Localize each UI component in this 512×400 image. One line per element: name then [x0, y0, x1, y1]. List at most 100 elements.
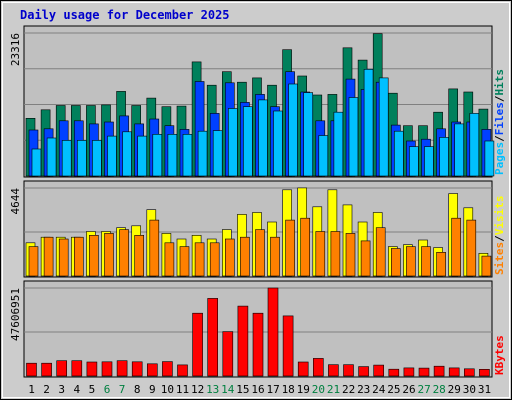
bar-sites-day-28	[436, 252, 446, 277]
legend-panel1: Pages/Files/Hits	[493, 69, 506, 175]
bar-pages-day-14	[228, 108, 238, 177]
x-tick-label-day-8: 8	[134, 383, 141, 396]
bar-sites-day-11	[179, 246, 190, 277]
x-tick-label-day-29: 29	[448, 383, 461, 396]
bar-kbytes-day-2	[41, 362, 52, 377]
x-tick-label-day-2: 2	[43, 383, 50, 396]
bar-sites-day-26	[406, 246, 416, 277]
bar-sites-day-19	[300, 217, 311, 277]
bar-kbytes-day-5	[86, 361, 98, 377]
x-tick-label-day-12: 12	[191, 383, 204, 396]
bar-sites-day-6	[104, 233, 114, 277]
legend-files: Files	[493, 102, 506, 135]
x-tick-label-day-26: 26	[402, 383, 415, 396]
x-tick-label-day-4: 4	[73, 383, 80, 396]
x-tick-label-day-13: 13	[206, 383, 219, 396]
bar-pages-day-23	[363, 69, 374, 177]
x-tick-label-day-23: 23	[357, 383, 370, 396]
bar-sites-day-31	[481, 255, 492, 277]
bar-sites-day-25	[390, 248, 401, 277]
legend-panel3: KBytes	[493, 335, 506, 375]
y-max-label: 23316	[9, 33, 22, 66]
bar-pages-day-20	[318, 135, 329, 177]
bar-pages-day-17	[273, 110, 283, 177]
bar-sites-day-5	[89, 235, 99, 277]
bar-sites-day-29	[451, 217, 462, 277]
bar-pages-day-25	[393, 130, 404, 177]
bar-sites-day-8	[134, 235, 144, 277]
bar-pages-day-9	[152, 134, 163, 177]
bar-kbytes-day-21	[328, 364, 339, 377]
bar-pages-day-19	[303, 92, 314, 177]
x-tick-label-day-21: 21	[327, 383, 340, 396]
bar-sites-day-18	[285, 219, 295, 277]
bar-pages-day-1	[31, 148, 42, 177]
x-tick-label-day-22: 22	[342, 383, 355, 396]
bar-kbytes-day-24	[373, 364, 385, 377]
bar-kbytes-day-1	[26, 362, 37, 377]
bar-kbytes-day-20	[312, 358, 324, 377]
bar-pages-day-4	[77, 140, 87, 177]
bar-pages-day-31	[484, 140, 495, 177]
bar-pages-day-5	[92, 140, 102, 177]
chart-title: Daily usage for December 2025	[20, 8, 230, 22]
bar-pages-day-15	[243, 106, 253, 177]
bar-sites-day-7	[119, 229, 129, 277]
x-tick-label-day-19: 19	[297, 383, 310, 396]
legend-panel2: Sites/Visits	[493, 196, 506, 276]
bar-pages-day-8	[137, 135, 147, 177]
bar-sites-day-16	[255, 229, 265, 277]
bar-kbytes-day-15	[237, 305, 249, 377]
bar-kbytes-day-31	[479, 368, 490, 377]
x-tick-label-day-7: 7	[119, 383, 126, 396]
bar-pages-day-29	[454, 123, 465, 177]
x-tick-label-day-30: 30	[463, 383, 476, 396]
bar-kbytes-day-8	[131, 361, 143, 377]
bar-pages-day-30	[469, 113, 480, 177]
bar-sites-day-23	[360, 240, 371, 277]
x-tick-label-day-6: 6	[104, 383, 111, 396]
x-tick-label-day-1: 1	[28, 383, 35, 396]
bar-sites-day-9	[149, 219, 160, 277]
x-tick-label-day-20: 20	[312, 383, 325, 396]
bar-pages-day-18	[288, 83, 298, 177]
bar-sites-day-13	[209, 242, 220, 277]
x-tick-label-day-9: 9	[149, 383, 156, 396]
bar-kbytes-day-12	[192, 312, 203, 377]
bar-pages-day-6	[107, 135, 117, 177]
bar-pages-day-16	[258, 99, 268, 177]
bar-pages-day-28	[439, 137, 449, 177]
y-max-label: 47606951	[9, 288, 22, 341]
bar-kbytes-day-6	[101, 361, 113, 377]
bar-kbytes-day-23	[358, 366, 369, 377]
bar-pages-day-3	[61, 140, 72, 177]
panel-kbytes: 47606951 KBytes	[9, 280, 506, 378]
legend-sep: /	[493, 135, 506, 142]
legend-kbytes: KBytes	[493, 335, 506, 375]
bar-kbytes-day-7	[116, 360, 128, 377]
bar-kbytes-day-29	[448, 367, 460, 377]
panel-visits-sites: 4644 Sites/Visits	[9, 180, 506, 278]
x-tick-label-day-24: 24	[372, 383, 386, 396]
x-tick-label-day-18: 18	[282, 383, 295, 396]
bar-pages-day-12	[197, 130, 208, 177]
bar-kbytes-day-16	[252, 312, 264, 377]
x-tick-label-day-11: 11	[176, 383, 189, 396]
bar-pages-day-27	[424, 146, 434, 177]
bar-kbytes-day-28	[433, 365, 445, 377]
bar-pages-day-7	[122, 131, 132, 177]
bar-kbytes-day-11	[177, 364, 188, 377]
x-tick-label-day-28: 28	[433, 383, 446, 396]
bar-kbytes-day-10	[162, 361, 173, 377]
legend-sites: Sites	[493, 242, 506, 275]
bar-kbytes-day-27	[418, 367, 430, 377]
x-tick-label-day-15: 15	[236, 383, 249, 396]
bar-sites-day-27	[421, 246, 431, 277]
bar-kbytes-day-4	[71, 360, 83, 377]
x-tick-label-day-5: 5	[89, 383, 96, 396]
x-tick-label-day-17: 17	[266, 383, 279, 396]
bar-sites-day-1	[28, 246, 39, 277]
bar-kbytes-day-9	[147, 363, 158, 377]
